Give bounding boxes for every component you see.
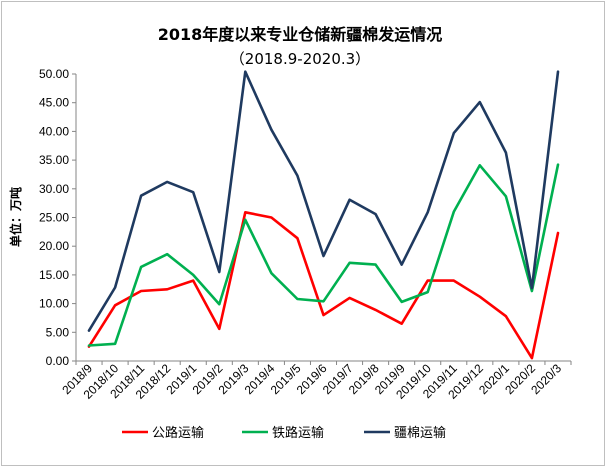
y-tick-label: 20.00 [39, 239, 69, 253]
legend-label-2: 铁路运输 [272, 425, 324, 441]
y-axis-label: 单位：万吨 [8, 187, 23, 247]
series-line-1 [87, 211, 560, 360]
series-line-3 [87, 70, 560, 332]
legend-label-1: 公路运输 [152, 425, 204, 441]
series-line-2 [87, 163, 560, 347]
chart-title: 2018年度以来专业仓储新疆棉发运情况 [158, 25, 443, 44]
y-tick-label: 10.00 [39, 297, 69, 311]
axes: 0.00 5.00 10.00 15.00 20.00 25.00 30.00 35.00 40… [39, 67, 572, 402]
x-tick-label: 2020/3 [528, 361, 564, 397]
y-tick-label: 0.00 [46, 354, 70, 368]
y-tick-label: 15.00 [39, 268, 69, 282]
legend-label-3: 疆棉运输 [394, 425, 446, 441]
y-tick-label: 45.00 [39, 96, 69, 110]
y-tick-label: 25.00 [39, 211, 69, 225]
series-lines [87, 70, 560, 360]
y-tick-label: 50.00 [39, 67, 69, 81]
y-tick-label: 35.00 [39, 153, 69, 167]
y-tick-label: 5.00 [46, 325, 70, 339]
y-tick-label: 40.00 [39, 124, 69, 138]
legend: 公路运输 铁路运输 疆棉运输 [122, 425, 446, 441]
y-tick-label: 30.00 [39, 182, 69, 196]
chart-subtitle: （2018.9-2020.3） [230, 50, 370, 68]
